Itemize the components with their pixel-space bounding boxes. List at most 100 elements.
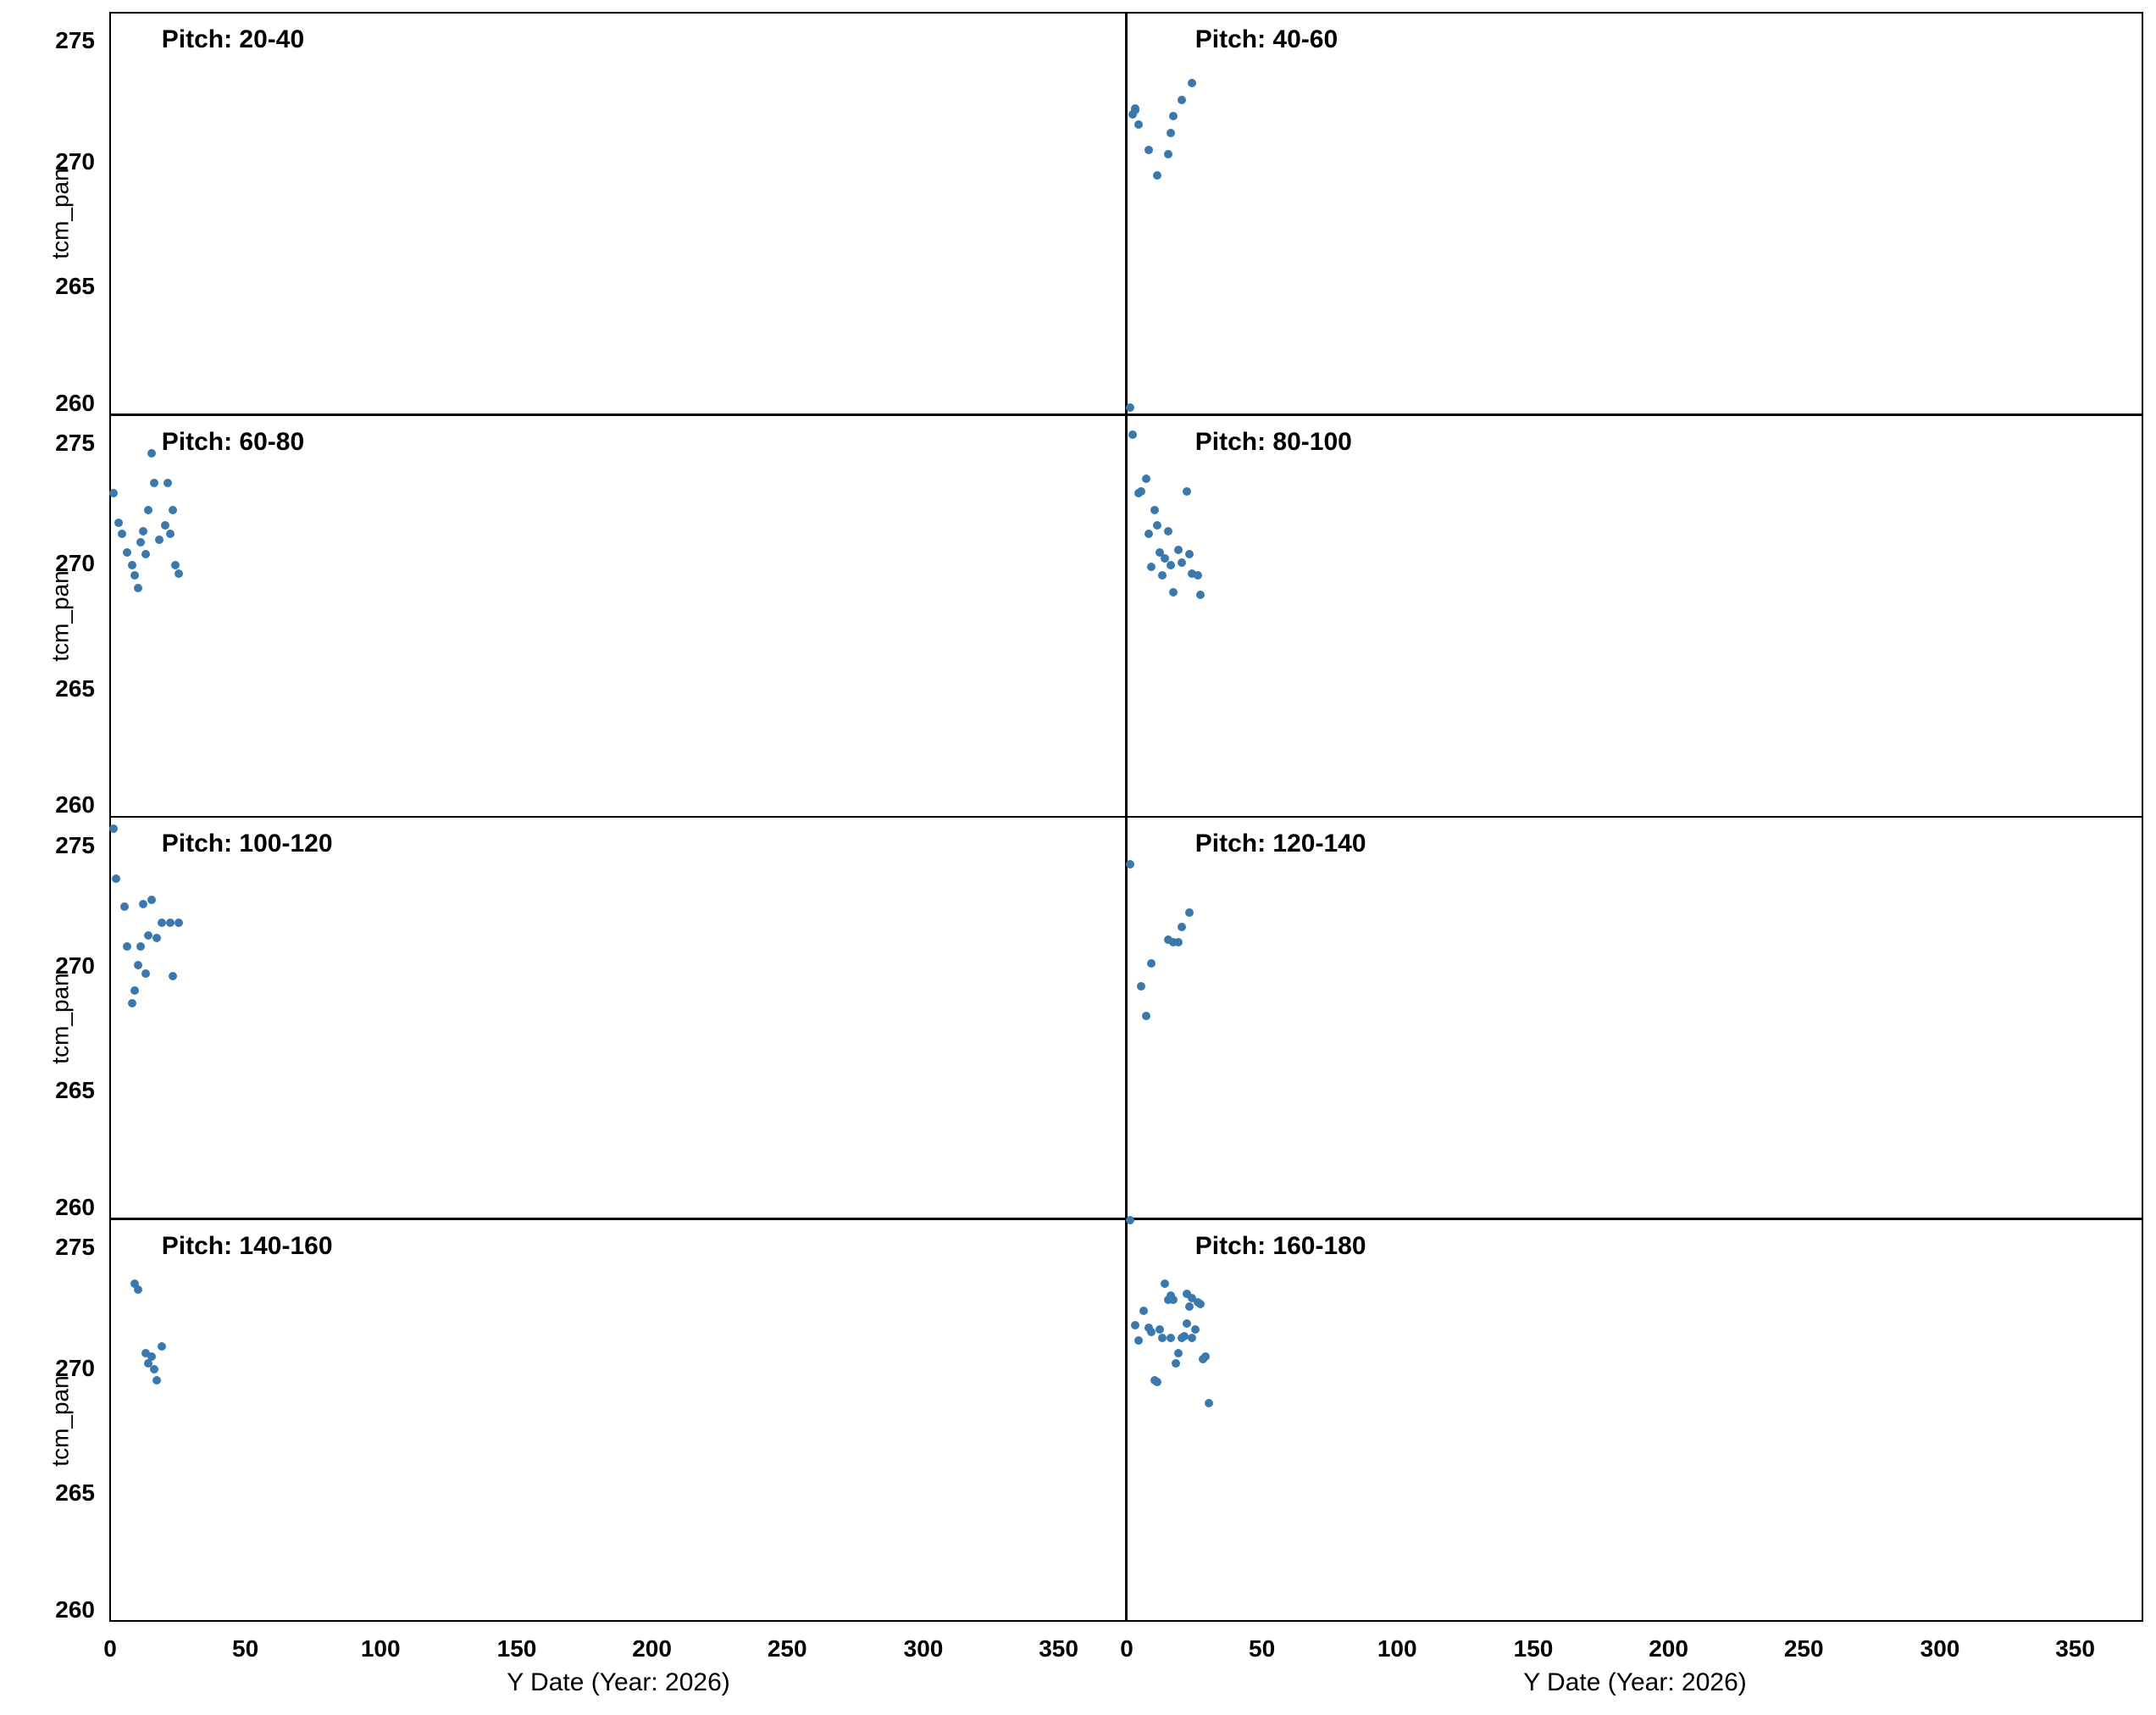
y-axis-title-1: tcm_pan — [47, 570, 75, 661]
data-point — [144, 931, 152, 940]
x-tick-label: 100 — [1377, 1635, 1417, 1662]
data-point — [1169, 112, 1178, 120]
data-point — [1128, 430, 1137, 439]
data-point — [1174, 1349, 1183, 1357]
data-point — [150, 1365, 158, 1374]
data-point — [1126, 1216, 1134, 1224]
data-point — [1178, 558, 1186, 567]
y-axis-row-3: tcm_pan 275 270 265 260 — [0, 1219, 110, 1622]
data-point — [1139, 1307, 1148, 1315]
x-tick-label: 150 — [1514, 1635, 1554, 1662]
x-tick-label: 300 — [904, 1635, 944, 1662]
data-point — [1188, 1334, 1196, 1342]
data-point — [139, 900, 147, 908]
x-tick-label: 0 — [103, 1635, 117, 1662]
data-point — [114, 519, 123, 527]
data-point — [152, 934, 161, 942]
x-tick-label: 0 — [1120, 1635, 1133, 1662]
data-point — [164, 479, 172, 487]
data-point — [1147, 959, 1156, 968]
data-point — [134, 584, 142, 592]
panel-pitch-40-60: Pitch: 40-60 — [1126, 12, 2143, 415]
data-point — [1153, 521, 1161, 530]
data-point — [1164, 527, 1172, 536]
x-tick-label: 150 — [497, 1635, 537, 1662]
x-tick-label: 250 — [768, 1635, 807, 1662]
y-tick-label: 270 — [55, 952, 95, 980]
x-axis-col-0: Y Date (Year: 2026) 0 50 100 150 200 250… — [110, 1622, 1127, 1702]
data-point — [1142, 1012, 1150, 1020]
x-tick-label: 100 — [361, 1635, 401, 1662]
data-point — [1126, 860, 1134, 869]
y-axis-row-1: tcm_pan 275 270 265 260 — [0, 415, 110, 818]
plot-area-0 — [111, 14, 1125, 413]
data-point — [128, 999, 136, 1007]
y-tick-label: 260 — [55, 1194, 95, 1221]
y-tick-label: 270 — [55, 550, 95, 577]
x-tick-label: 200 — [1649, 1635, 1688, 1662]
y-axis-row-2: tcm_pan 275 270 265 260 — [0, 818, 110, 1220]
data-point — [112, 874, 120, 883]
data-point — [1194, 571, 1202, 580]
x-tick-label: 250 — [1784, 1635, 1824, 1662]
data-point — [130, 571, 139, 580]
data-point — [1131, 1321, 1139, 1329]
panel-pitch-120-140: Pitch: 120-140 — [1126, 816, 2143, 1219]
y-axis-title-2: tcm_pan — [47, 973, 75, 1063]
data-point — [130, 986, 139, 995]
data-point — [1147, 563, 1156, 571]
data-point — [136, 538, 145, 547]
x-tick-label: 50 — [232, 1635, 258, 1662]
data-point — [139, 527, 147, 536]
y-tick-label: 265 — [55, 273, 95, 300]
data-point — [1178, 96, 1186, 104]
y-tick-label: 265 — [55, 675, 95, 702]
y-axis-title-3: tcm_pan — [47, 1375, 75, 1466]
data-point — [141, 550, 150, 558]
data-point — [158, 1342, 166, 1351]
y-tick-label: 265 — [55, 1479, 95, 1507]
data-point — [1183, 1319, 1191, 1328]
data-point — [1167, 1334, 1175, 1342]
scatter-grid-figure: tcm_pan 275 270 265 260 tcm_pan 275 270 … — [0, 0, 2156, 1715]
data-point — [109, 824, 118, 833]
panel-grid: Pitch: 20-40 Pitch: 40-60 Pitch: 60-80 P… — [110, 13, 2143, 1622]
x-axis-col-1: Y Date (Year: 2026) 0 50 100 150 200 250… — [1127, 1622, 2143, 1702]
plot-area-3 — [1128, 416, 2142, 816]
data-point — [155, 536, 164, 544]
data-point — [1145, 530, 1153, 538]
data-point — [1172, 1359, 1180, 1368]
data-point — [1142, 475, 1150, 483]
y-tick-label: 275 — [55, 1234, 95, 1261]
data-point — [120, 902, 129, 911]
x-axis-title-1: Y Date (Year: 2026) — [1523, 1668, 1747, 1697]
data-point — [171, 561, 180, 569]
data-point — [175, 569, 183, 578]
data-point — [1185, 1302, 1194, 1311]
data-point — [1167, 129, 1175, 137]
x-tick-label: 50 — [1249, 1635, 1275, 1662]
data-point — [1196, 1300, 1205, 1308]
data-point — [141, 969, 150, 978]
x-axis-title-0: Y Date (Year: 2026) — [507, 1668, 730, 1697]
data-point — [158, 919, 166, 927]
x-axis-row: Y Date (Year: 2026) 0 50 100 150 200 250… — [110, 1622, 2143, 1702]
data-point — [1169, 588, 1178, 597]
data-point — [1196, 591, 1205, 599]
y-tick-label: 260 — [55, 1596, 95, 1623]
x-tick-label: 350 — [1039, 1635, 1078, 1662]
data-point — [109, 489, 118, 497]
data-point — [134, 961, 142, 969]
y-axis-title-0: tcm_pan — [47, 169, 75, 259]
x-tick-label: 200 — [632, 1635, 672, 1662]
y-axis-labels: tcm_pan 275 270 265 260 tcm_pan 275 270 … — [0, 13, 110, 1622]
data-point — [166, 530, 175, 538]
data-point — [1201, 1352, 1210, 1361]
data-point — [150, 479, 158, 487]
panel-pitch-140-160: Pitch: 140-160 — [109, 1218, 1127, 1622]
data-point — [1158, 571, 1167, 580]
x-tick-label: 300 — [1920, 1635, 1960, 1662]
panel-pitch-80-100: Pitch: 80-100 — [1126, 414, 2143, 818]
data-point — [134, 1285, 142, 1294]
y-tick-label: 265 — [55, 1077, 95, 1104]
